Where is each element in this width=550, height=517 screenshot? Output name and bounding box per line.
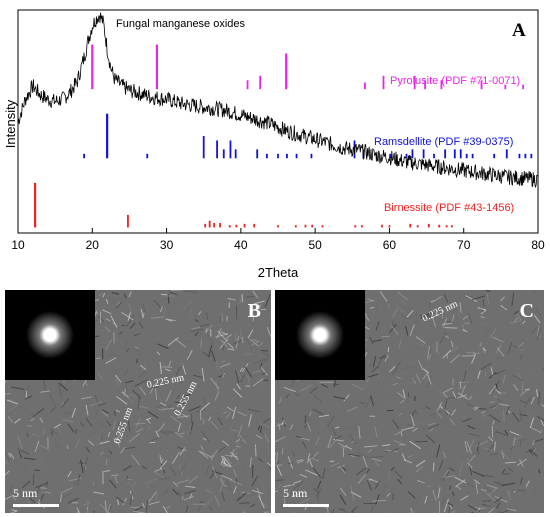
series-label: Fungal manganese oxides [116, 18, 246, 30]
panel-label-a: A [512, 20, 526, 41]
saed-pattern-inset [275, 290, 365, 380]
reference-patterns [33, 44, 533, 228]
legend-label-pyrolusite: Pyrolusite (PDF #71-0071) [390, 75, 520, 87]
y-axis-label: Intensity [3, 99, 18, 148]
scale-bar [13, 504, 59, 507]
x-tick-label: 30 [160, 238, 174, 252]
legend-label-birnessite: Birnessite (PDF #43-1456) [384, 202, 514, 214]
scale-bar-label: 5 nm [283, 486, 308, 500]
x-tick-label: 60 [383, 238, 397, 252]
tem-micrograph-b: B 0.225 nm 0.255 nm 0.255 nm 5 nm [5, 290, 271, 513]
plot-frame [17, 9, 539, 234]
x-ticks: 10 20 30 40 50 60 70 80 [11, 228, 545, 252]
series-line-fungal-manganese-oxides [17, 12, 539, 189]
xrd-pattern-chart: 10 20 30 40 50 60 70 80 Fungal manganese oxides… [3, 9, 545, 280]
x-tick-label: 20 [86, 238, 100, 252]
x-axis-label: 2Theta [258, 265, 299, 280]
saed-pattern-inset [5, 290, 95, 380]
x-tick-label: 10 [11, 238, 25, 252]
tem-micrograph-c: C 0.225 nm 5 nm [275, 290, 544, 513]
x-tick-label: 50 [308, 238, 322, 252]
x-tick-label: 40 [234, 238, 248, 252]
x-tick-label: 70 [457, 238, 471, 252]
panel-label-b: B [247, 300, 261, 322]
scale-bar [283, 504, 329, 507]
scale-bar-label: 5 nm [13, 486, 38, 500]
legend-label-ramsdellite: Ramsdellite (PDF #39-0375) [374, 136, 513, 148]
x-tick-label: 80 [531, 238, 545, 252]
panel-label-c: C [519, 300, 534, 322]
